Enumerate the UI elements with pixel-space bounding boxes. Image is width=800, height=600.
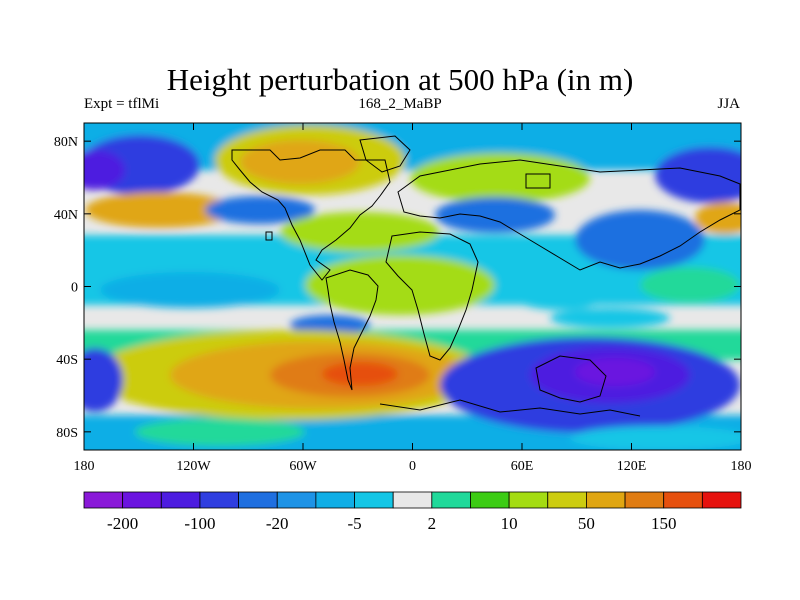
plot-title: Height perturbation at 500 hPa (in m): [166, 62, 634, 97]
case-label: 168_2_MaBP: [358, 96, 442, 112]
colorbar-label: -20: [266, 514, 289, 533]
colorbar-box: [199, 491, 239, 509]
lon-tick-label: 180: [74, 459, 95, 474]
colorbar-label: 50: [578, 514, 595, 533]
colorbar-box: [547, 491, 587, 509]
colorbar-box: [83, 491, 124, 509]
lat-tick-label: 40N: [54, 208, 78, 223]
colorbar-label: 10: [501, 514, 518, 533]
colorbar-box: [663, 491, 703, 509]
contour-field: [84, 123, 741, 450]
colorbar-label: -100: [184, 514, 215, 533]
colorbar-box: [315, 491, 355, 509]
experiment-label: Expt = tflMi: [84, 96, 160, 112]
lat-tick-label: 80S: [56, 426, 78, 441]
lon-tick-label: 120W: [176, 459, 211, 474]
lat-tick-label: 40S: [56, 353, 78, 368]
colorbar-box: [392, 491, 433, 509]
colorbar-label: -5: [347, 514, 361, 533]
longitude-axis: 180 120W 60W 0 60E 120E 180: [74, 123, 752, 474]
colorbar-box: [238, 491, 278, 509]
colorbar-box: [354, 491, 394, 509]
lat-tick-label: 0: [71, 281, 78, 296]
colorbar-box: [701, 491, 742, 509]
colorbar-box: [624, 491, 665, 509]
lat-tick-label: 80N: [54, 135, 78, 150]
latitude-axis: 80N 40N 0 40S 80S: [54, 135, 741, 441]
colorbar-box: [470, 491, 510, 509]
lon-tick-label: 180: [731, 459, 752, 474]
colorbar-box: [431, 491, 471, 509]
lon-tick-label: 60E: [511, 459, 534, 474]
colorbar-box: [586, 491, 626, 509]
lon-tick-label: 0: [409, 459, 416, 474]
colorbar-box: [276, 491, 317, 509]
colorbar-label: 150: [651, 514, 677, 533]
season-label: JJA: [717, 96, 740, 112]
colorbar-label: 2: [428, 514, 437, 533]
colorbar: -200 -100 -20 -5 2 10 50 150: [83, 491, 742, 533]
colorbar-box: [122, 491, 162, 509]
lon-tick-label: 120E: [617, 459, 647, 474]
coastlines: [231, 135, 741, 417]
lon-tick-label: 60W: [289, 459, 317, 474]
colorbar-label: -200: [107, 514, 138, 533]
colorbar-box: [160, 491, 201, 509]
colorbar-box: [508, 491, 549, 509]
